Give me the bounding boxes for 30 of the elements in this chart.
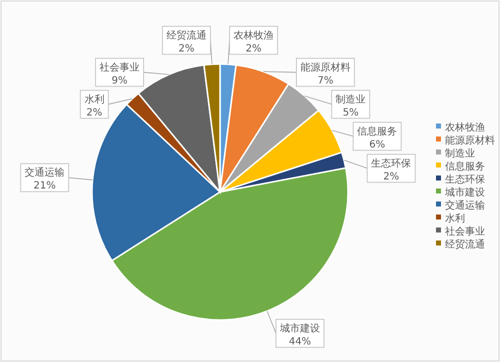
legend-label: 交通运输 xyxy=(445,200,485,212)
slice-label: 社会事业 xyxy=(100,61,140,74)
legend-label: 城市建设 xyxy=(444,186,485,198)
slice-label: 水利 xyxy=(84,93,104,106)
slice-label: 生态环保 xyxy=(371,157,412,170)
data-label: 21% xyxy=(34,180,56,192)
slice-label: 城市建设 xyxy=(278,322,320,334)
slice-label: 经贸流通 xyxy=(166,29,206,42)
data-label: 6% xyxy=(369,139,386,150)
data-label: 5% xyxy=(342,107,359,118)
data-label: 9% xyxy=(112,75,128,86)
legend-label: 农林牧渔 xyxy=(445,122,485,134)
legend-label: 水利 xyxy=(445,212,465,224)
legend-label: 生态环保 xyxy=(445,174,485,186)
legend-label: 经贸流通 xyxy=(445,238,485,250)
legend-label: 制造业 xyxy=(445,148,475,160)
data-label: 2% xyxy=(246,43,262,54)
legend-label: 能源原材料 xyxy=(445,134,495,146)
data-label: 2% xyxy=(383,171,400,182)
data-label: 7% xyxy=(317,75,334,86)
legend-label: 社会事业 xyxy=(445,226,485,238)
data-label: 2% xyxy=(178,43,194,54)
legend-label: 信息服务 xyxy=(445,160,485,172)
slice-label: 制造业 xyxy=(336,93,366,106)
data-label: 44% xyxy=(288,336,312,348)
slice-label: 信息服务 xyxy=(357,125,398,138)
slice-label: 交通运输 xyxy=(24,166,65,179)
slice-label: 能源原材料 xyxy=(300,61,350,74)
data-label: 2% xyxy=(86,107,102,118)
slice-label: 农林牧渔 xyxy=(234,29,274,42)
